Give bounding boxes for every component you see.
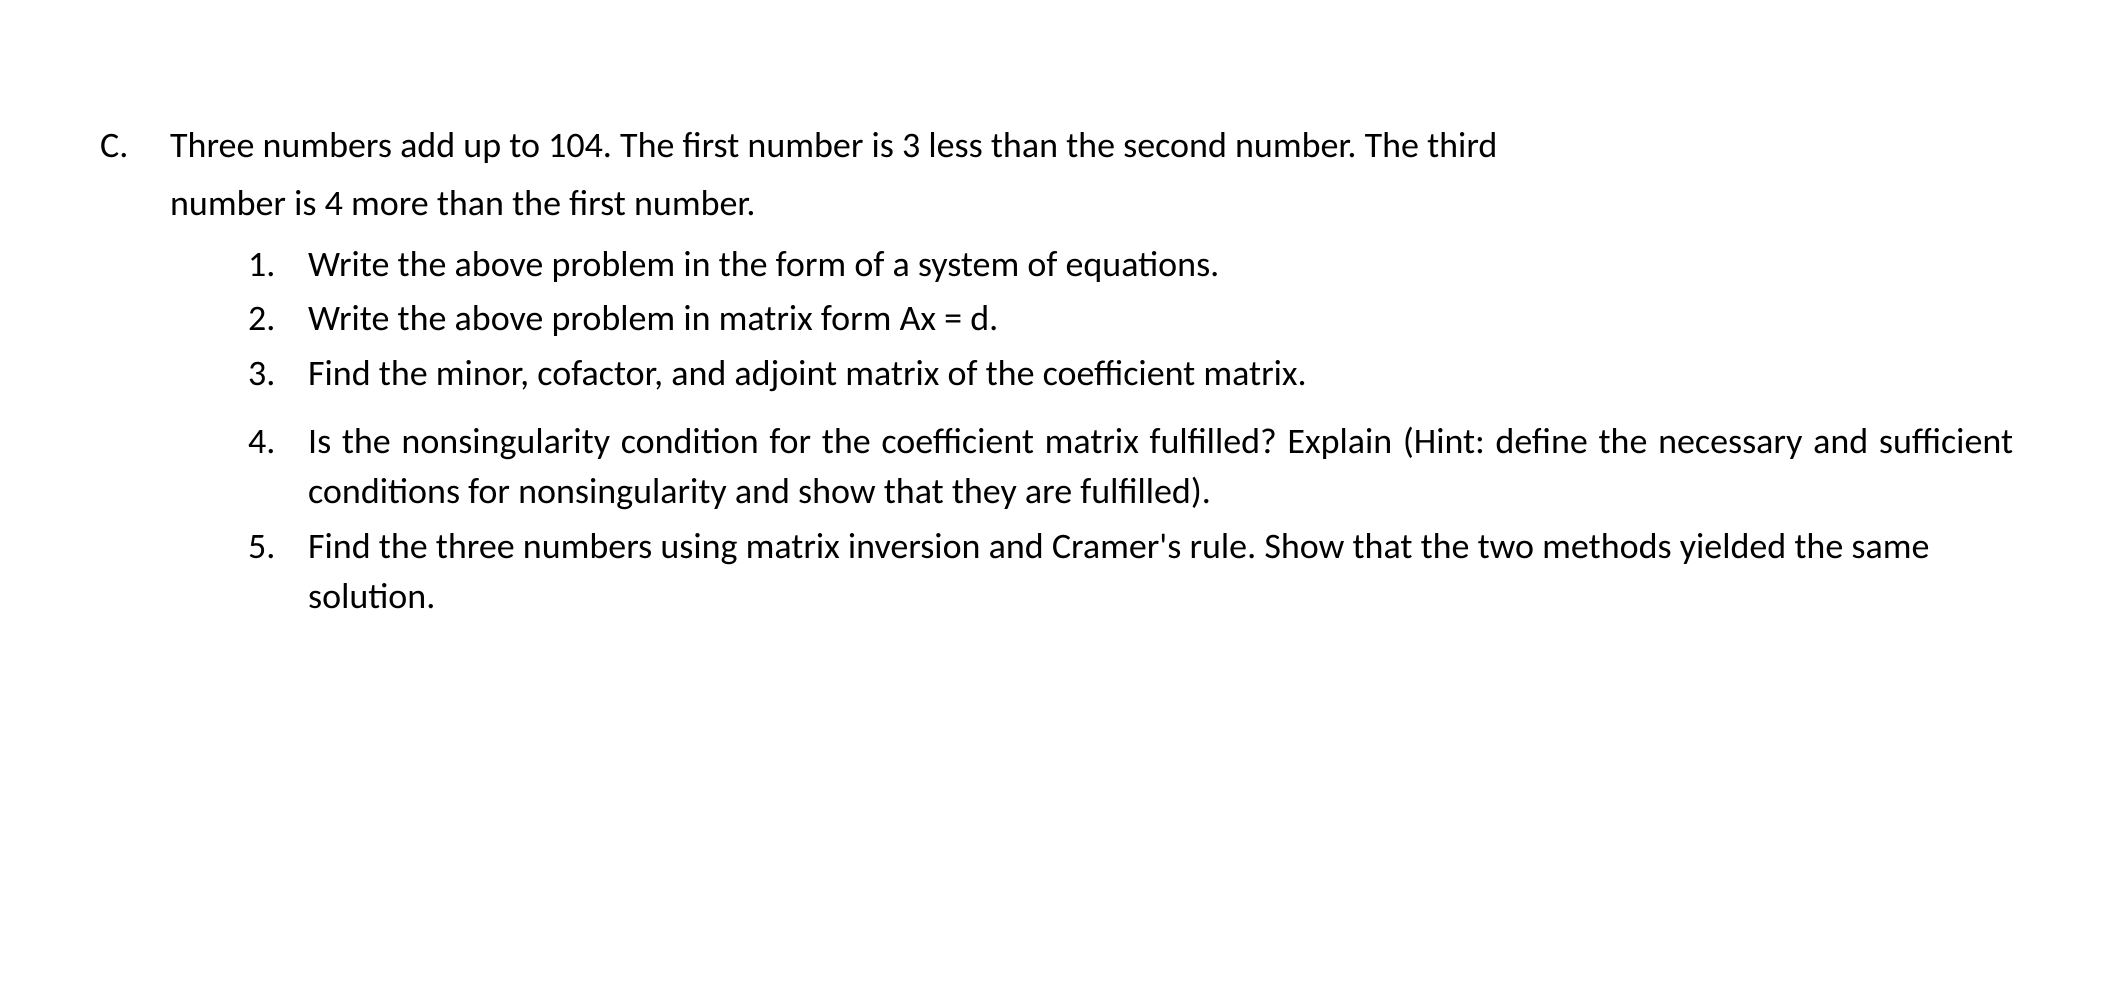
part-text: Write the above problem in the form of a… [308, 239, 2013, 289]
question-stem-line-2: number is 4 more than the first number. [170, 178, 2013, 228]
question-part-5: 5. Find the three numbers using matrix i… [248, 521, 2013, 622]
part-text: Find the three numbers using matrix inve… [308, 521, 2013, 622]
question-parts-list: 1. Write the above problem in the form o… [248, 239, 2013, 622]
question-part-2: 2. Write the above problem in matrix for… [248, 293, 2013, 343]
part-text: Find the minor, cofactor, and adjoint ma… [308, 348, 2013, 398]
part-marker: 2. [248, 293, 308, 343]
part-marker: 3. [248, 348, 308, 398]
question-stem-line-1: Three numbers add up to 104. The first n… [170, 120, 2013, 170]
question-part-3: 3. Find the minor, cofactor, and adjoint… [248, 348, 2013, 398]
part-text: Is the nonsingularity condition for the … [308, 416, 2013, 517]
question-body: Three numbers add up to 104. The first n… [170, 120, 2013, 626]
part-marker: 4. [248, 416, 308, 466]
question-part-4: 4. Is the nonsingularity condition for t… [248, 416, 2013, 517]
question-part-1: 1. Write the above problem in the form o… [248, 239, 2013, 289]
part-text: Write the above problem in matrix form A… [308, 293, 2013, 343]
part-marker: 1. [248, 239, 308, 289]
question-c: C. Three numbers add up to 104. The firs… [100, 120, 2013, 626]
question-marker: C. [100, 120, 170, 170]
part-marker: 5. [248, 521, 308, 571]
document-content: C. Three numbers add up to 104. The firs… [0, 0, 2113, 626]
